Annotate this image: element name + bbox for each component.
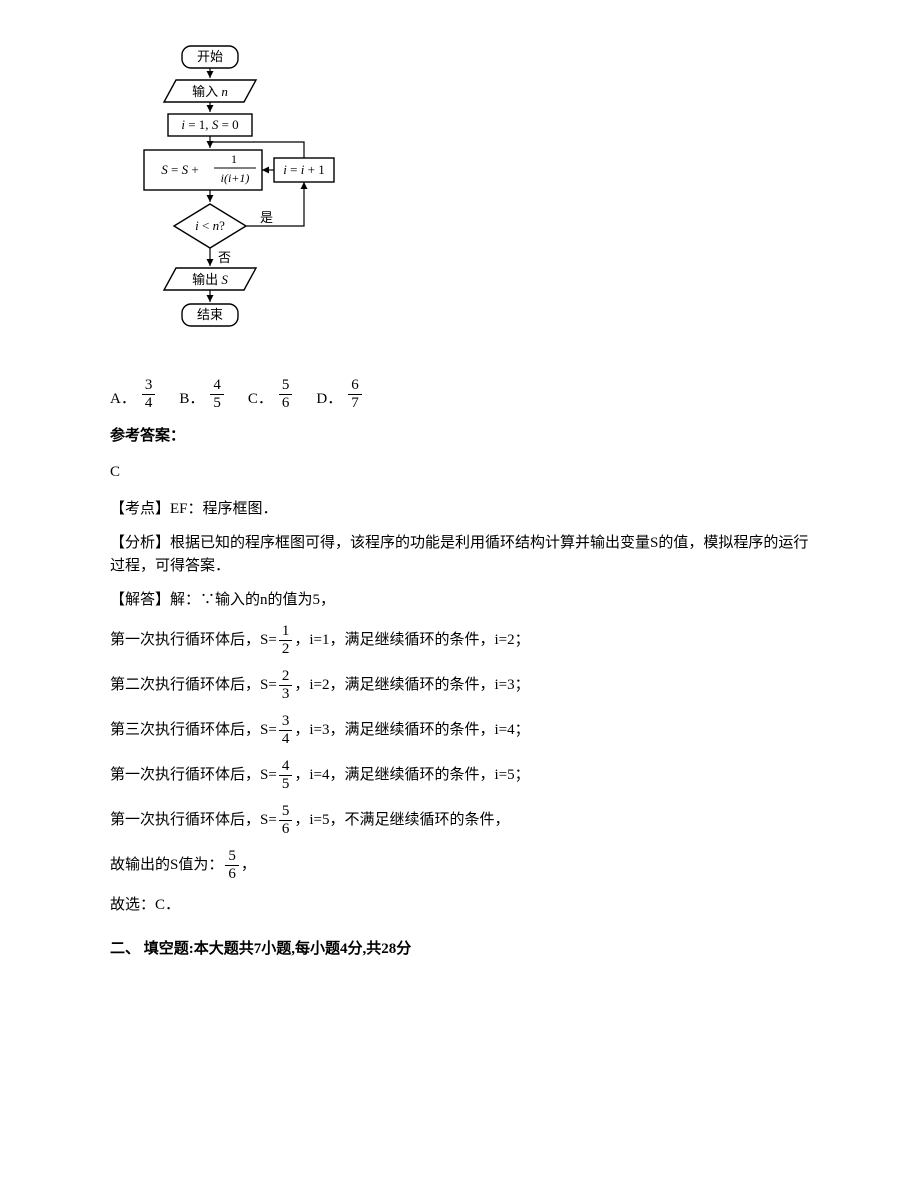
fenxi-label: 【分析】 <box>110 535 170 551</box>
node-assign-den: i(i+1) <box>221 171 250 185</box>
choices-row: A． 3 4 B． 4 5 C． 5 6 D． 6 7 <box>110 378 810 411</box>
choice-c: C． 5 6 <box>248 378 295 411</box>
result-line: 故输出的S值为： 5 6 ， <box>110 849 810 882</box>
step-5: 第一次执行循环体后，S= 5 6 ，i=5，不满足继续循环的条件， <box>110 804 810 837</box>
step-2-post: ，i=2，满足继续循环的条件，i=3； <box>294 674 529 697</box>
jieda-label: 【解答】 <box>110 592 170 608</box>
node-assign-num: 1 <box>231 152 237 166</box>
step-2-frac: 2 3 <box>279 669 293 702</box>
step-1-frac: 1 2 <box>279 624 293 657</box>
node-increment-label: i = i + 1 <box>283 162 324 177</box>
cond-yes-label: 是 <box>260 210 273 225</box>
result-pre: 故输出的S值为： <box>110 854 223 877</box>
jieda-prefix: 解：∵输入的n的值为5， <box>170 592 335 608</box>
kaodian-text: EF：程序框图． <box>170 501 278 517</box>
cond-no-label: 否 <box>218 250 231 265</box>
therefore-line: 故选：C． <box>110 894 810 917</box>
step-4-frac: 4 5 <box>279 759 293 792</box>
choice-b: B． 4 5 <box>179 378 226 411</box>
node-output-label: 输出 S <box>192 272 228 287</box>
step-3-post: ，i=3，满足继续循环的条件，i=4； <box>294 719 529 742</box>
choice-a-label: A． <box>110 388 136 411</box>
kaodian-line: 【考点】EF：程序框图． <box>110 498 810 521</box>
choice-b-frac: 4 5 <box>210 378 224 411</box>
node-condition-label: i < n? <box>195 218 225 233</box>
answer-letter: C <box>110 461 810 484</box>
result-frac: 5 6 <box>225 849 239 882</box>
step-3-pre: 第三次执行循环体后，S= <box>110 719 277 742</box>
node-input-label: 输入 n <box>192 84 228 99</box>
step-5-frac: 5 6 <box>279 804 293 837</box>
step-2-pre: 第二次执行循环体后，S= <box>110 674 277 697</box>
step-4: 第一次执行循环体后，S= 4 5 ，i=4，满足继续循环的条件，i=5； <box>110 759 810 792</box>
step-4-post: ，i=4，满足继续循环的条件，i=5； <box>294 764 529 787</box>
node-start-label: 开始 <box>197 49 223 64</box>
step-5-post: ，i=5，不满足继续循环的条件， <box>294 809 509 832</box>
choice-c-label: C． <box>248 388 273 411</box>
choice-a: A． 3 4 <box>110 378 157 411</box>
choice-b-label: B． <box>179 388 204 411</box>
node-end-label: 结束 <box>197 307 223 322</box>
kaodian-label: 【考点】 <box>110 501 170 517</box>
flowchart-svg: 开始 输入 n i = 1, S = 0 S = S + 1 i(i+1) i … <box>110 40 370 350</box>
result-post: ， <box>241 854 256 877</box>
step-2: 第二次执行循环体后，S= 2 3 ，i=2，满足继续循环的条件，i=3； <box>110 669 810 702</box>
step-3-frac: 3 4 <box>279 714 293 747</box>
step-5-pre: 第一次执行循环体后，S= <box>110 809 277 832</box>
step-1-pre: 第一次执行循环体后，S= <box>110 629 277 652</box>
flowchart: 开始 输入 n i = 1, S = 0 S = S + 1 i(i+1) i … <box>110 40 810 358</box>
choice-d-frac: 6 7 <box>348 378 362 411</box>
fenxi-line: 【分析】根据已知的程序框图可得，该程序的功能是利用循环结构计算并输出变量S的值，… <box>110 532 810 577</box>
fenxi-text: 根据已知的程序框图可得，该程序的功能是利用循环结构计算并输出变量S的值，模拟程序… <box>110 535 808 574</box>
step-3: 第三次执行循环体后，S= 3 4 ，i=3，满足继续循环的条件，i=4； <box>110 714 810 747</box>
jieda-line: 【解答】解：∵输入的n的值为5， <box>110 589 810 612</box>
step-1-post: ，i=1，满足继续循环的条件，i=2； <box>294 629 529 652</box>
choice-d-label: D． <box>316 388 342 411</box>
answer-heading: 参考答案： <box>110 425 810 448</box>
choice-a-frac: 3 4 <box>142 378 156 411</box>
node-assign-prefix: S = S + <box>161 162 198 177</box>
step-1: 第一次执行循环体后，S= 1 2 ，i=1，满足继续循环的条件，i=2； <box>110 624 810 657</box>
step-4-pre: 第一次执行循环体后，S= <box>110 764 277 787</box>
choice-c-frac: 5 6 <box>279 378 293 411</box>
choice-d: D． 6 7 <box>316 378 363 411</box>
section-2-heading: 二、 填空题:本大题共7小题,每小题4分,共28分 <box>110 938 810 961</box>
node-init-label: i = 1, S = 0 <box>181 117 238 132</box>
